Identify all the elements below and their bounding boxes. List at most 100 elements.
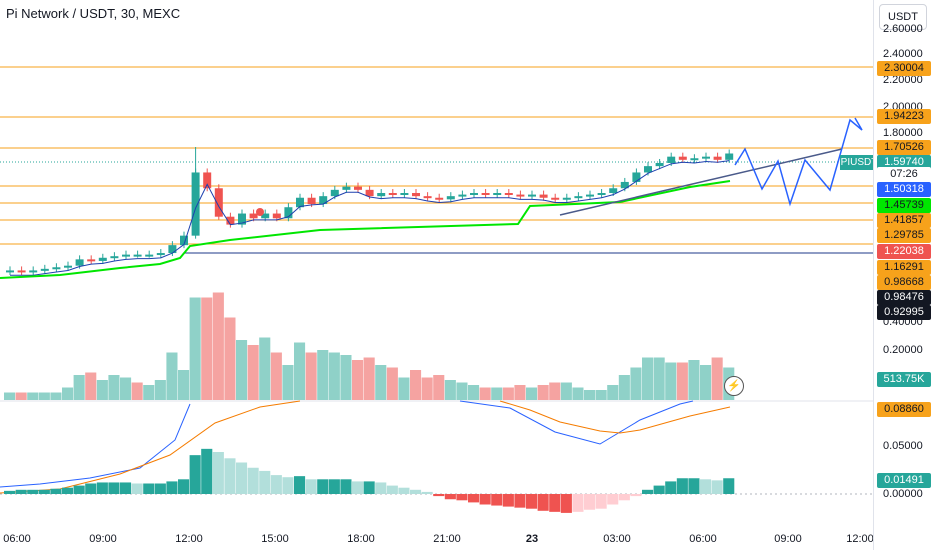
volume-bar xyxy=(120,377,132,400)
chart-area[interactable]: Pi Network / USDT, 30, MEXC ⚡ PIUSDT 06:… xyxy=(0,0,878,550)
histogram-bar xyxy=(676,478,688,494)
histogram-bar xyxy=(247,467,259,494)
histogram-bar xyxy=(4,490,16,494)
volume-bar xyxy=(653,357,665,400)
histogram-bar xyxy=(560,494,572,513)
volume-bar xyxy=(96,380,108,400)
volume-bar xyxy=(212,292,224,400)
volume-bar xyxy=(270,352,282,400)
volume-bar xyxy=(502,387,514,400)
histogram-bar xyxy=(352,481,364,494)
candle xyxy=(191,172,200,236)
histogram-bar xyxy=(305,479,317,494)
candle xyxy=(388,193,397,195)
volume-bar xyxy=(560,382,572,400)
candle xyxy=(470,193,478,195)
histogram-bar xyxy=(50,488,62,494)
price-label: 07:26 xyxy=(877,167,931,182)
volume-bar xyxy=(375,365,387,400)
histogram-bar xyxy=(723,478,735,494)
histogram-bar xyxy=(340,479,352,494)
candle xyxy=(180,235,188,246)
histogram-bar xyxy=(224,458,236,494)
volume-bar xyxy=(259,337,271,400)
candle xyxy=(122,254,130,257)
candle xyxy=(667,156,676,163)
candle xyxy=(168,245,177,254)
histogram-bar xyxy=(270,475,282,494)
histogram-bar xyxy=(201,448,213,494)
histogram-bar xyxy=(456,494,468,501)
price-label: 1.41857 xyxy=(877,213,931,228)
candle xyxy=(342,186,351,190)
volume-bar xyxy=(479,387,491,400)
candle xyxy=(156,253,165,256)
price-tick: 0.05000 xyxy=(883,440,923,452)
time-tick: 12:00 xyxy=(846,533,874,545)
volume-bar xyxy=(317,350,329,400)
lightning-icon[interactable]: ⚡ xyxy=(724,376,744,396)
candle xyxy=(481,193,490,195)
price-label: 513.75K xyxy=(877,372,931,387)
histogram-bar xyxy=(108,482,120,494)
volume-bar xyxy=(386,367,398,400)
trailing-stop-line xyxy=(0,180,731,279)
price-label: 0.98476 xyxy=(877,290,931,305)
price-tick: 1.80000 xyxy=(883,127,923,139)
candle xyxy=(504,193,513,195)
volume-bar xyxy=(178,370,190,400)
volume-bar xyxy=(363,357,375,400)
candle xyxy=(214,188,223,217)
price-label: 0.92995 xyxy=(877,305,931,320)
histogram-bar xyxy=(584,494,596,510)
histogram-bar xyxy=(618,494,630,501)
histogram-bar xyxy=(514,494,526,508)
volume-bar xyxy=(700,365,712,400)
volume-bar xyxy=(305,352,317,400)
volume-bar xyxy=(27,392,39,400)
histogram-bar xyxy=(212,452,224,494)
volume-bar xyxy=(642,357,654,400)
candle xyxy=(272,213,281,219)
volume-bar xyxy=(491,387,503,400)
price-axis[interactable]: USDT 2.60000 2.40000 2.20000 2.00000 1.80000… xyxy=(873,0,932,550)
candle xyxy=(330,189,339,197)
histogram-bar xyxy=(189,455,201,494)
price-label: 0.98668 xyxy=(877,275,931,290)
chart-canvas[interactable] xyxy=(0,0,873,527)
histogram-bar xyxy=(526,494,538,509)
histogram-bar xyxy=(642,489,654,494)
volume-bar xyxy=(201,297,213,400)
histogram-bar xyxy=(630,494,642,497)
price-tick: 2.40000 xyxy=(883,48,923,60)
histogram-bar xyxy=(386,485,398,494)
volume-bar xyxy=(189,297,201,400)
candle xyxy=(435,197,444,200)
histogram-bar xyxy=(537,494,549,511)
currency-button[interactable]: USDT xyxy=(879,4,927,30)
histogram-bar xyxy=(73,485,85,494)
candle xyxy=(284,207,293,219)
histogram-bar xyxy=(62,487,74,494)
time-tick: 23 xyxy=(525,533,539,545)
histogram-bar xyxy=(502,494,514,507)
candle xyxy=(620,181,629,189)
time-axis[interactable]: 06:00 09:00 12:00 15:00 18:00 21:00 23 03:00 06:… xyxy=(0,527,874,550)
histogram-bar xyxy=(375,482,387,494)
price-tick: 2.60000 xyxy=(883,23,923,35)
volume-bar xyxy=(143,385,155,400)
histogram-bar xyxy=(421,491,433,494)
volume-bar xyxy=(340,355,352,400)
histogram-bar xyxy=(85,483,97,494)
volume-bar xyxy=(676,362,688,400)
volume-bar xyxy=(433,375,445,400)
price-label: 1.59740 xyxy=(877,155,931,170)
volume-bar xyxy=(236,340,248,400)
candle xyxy=(226,216,235,225)
volume-bar xyxy=(224,317,236,400)
volume-bar xyxy=(85,372,97,400)
candle xyxy=(307,197,316,205)
price-tick: 0.00000 xyxy=(883,488,923,500)
candle xyxy=(632,172,641,182)
signal-line xyxy=(0,400,731,494)
